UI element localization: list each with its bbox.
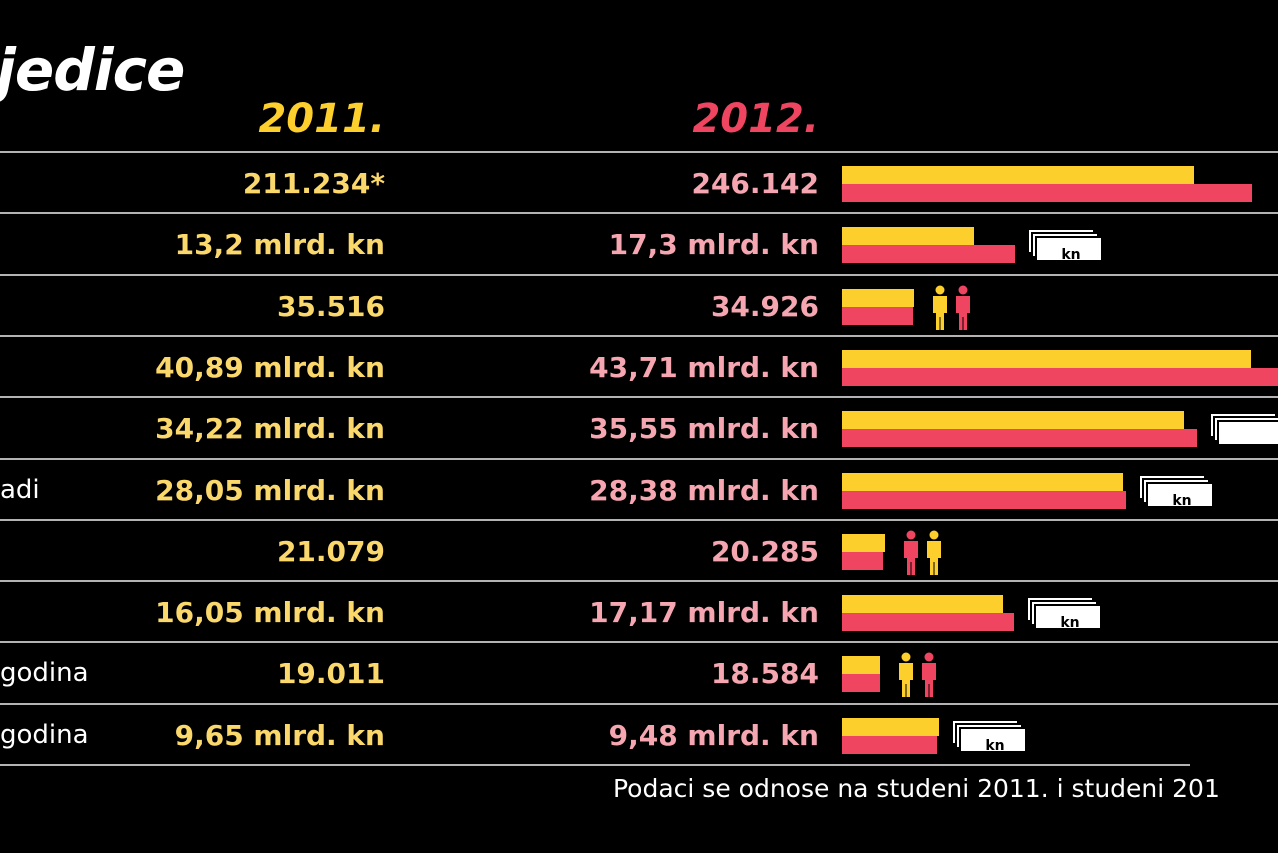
banknote-shape [1217,420,1278,446]
value-2012: 20.285 [710,535,819,568]
row-label: adi [0,475,40,505]
person-head [958,285,968,295]
people-icon [899,652,936,697]
person-head [906,530,916,540]
row-label: godina [0,658,89,688]
bar-2011 [842,166,1194,184]
row-divider [0,335,1278,337]
table-row: 40,89 mlrd. kn 43,71 mlrd. kn [0,337,1278,398]
banknote-label: kn [1060,615,1079,631]
value-2011: 9,65 mlrd. kn [174,719,385,752]
row-divider [0,151,1278,153]
bar-2012 [842,674,880,692]
banknote-shape [1035,236,1103,262]
value-2011: 211.234* [242,167,385,200]
value-2011: 21.079 [276,535,385,568]
row-divider [0,274,1278,276]
bar-2011 [842,473,1123,491]
bar-2012 [842,307,913,325]
value-2012: 28,38 mlrd. kn [589,474,819,507]
bar-2012 [842,429,1197,447]
banknote-label: kn [1172,493,1191,509]
bar-2012 [842,184,1252,202]
value-2012: 18.584 [710,657,819,690]
banknote-shape [1034,604,1102,630]
person-body [922,663,936,697]
person-head [924,652,934,662]
table-row: godina 9,65 mlrd. kn 9,48 mlrd. kn kn [0,705,1278,766]
banknotes-icon: kn [1138,474,1214,509]
table-bottom-divider [0,764,1190,766]
row-label: godina [0,720,89,750]
people-icon [904,530,941,575]
bar-2011 [842,350,1251,368]
table-row: 34,22 mlrd. kn 35,55 mlrd. kn [0,398,1278,459]
row-divider [0,641,1278,643]
banknote-label: kn [1061,247,1080,263]
table-row: 13,2 mlrd. kn 17,3 mlrd. kn kn [0,214,1278,275]
value-2011: 16,05 mlrd. kn [155,596,385,629]
value-2012: 17,17 mlrd. kn [589,596,819,629]
bar-2011 [842,411,1184,429]
person-body [904,541,918,575]
bar-2012 [842,736,937,754]
value-2012: 35,55 mlrd. kn [589,412,819,445]
bar-2011 [842,595,1003,613]
bar-2011 [842,718,939,736]
banknotes-icon: kn [951,719,1027,754]
table-row: 21.079 20.285 [0,521,1278,582]
value-2012: 17,3 mlrd. kn [608,228,819,261]
banknotes-icon [1209,412,1278,446]
value-2011: 35.516 [276,290,385,323]
row-divider [0,703,1278,705]
banknotes-icon: kn [1026,596,1102,631]
bar-2011 [842,534,885,552]
people-icon [933,285,970,330]
chart-title: jedice [0,36,185,104]
row-divider [0,212,1278,214]
table-row: godina 19.011 18.584 [0,643,1278,704]
banknote-shape [959,727,1027,753]
person-body [927,541,941,575]
footnote: Podaci se odnose na studeni 2011. i stud… [613,774,1220,803]
year-header-2012: 2012. [692,96,819,142]
row-divider [0,580,1278,582]
person-body [933,296,947,330]
value-2011: 34,22 mlrd. kn [155,412,385,445]
person-head [901,652,911,662]
banknote-label: kn [985,738,1004,754]
bar-2012 [842,613,1014,631]
value-2012: 34.926 [710,290,819,323]
value-2012: 43,71 mlrd. kn [589,351,819,384]
year-header-2011: 2011. [258,96,385,142]
bar-2012 [842,245,1015,263]
value-2011: 40,89 mlrd. kn [155,351,385,384]
value-2011: 13,2 mlrd. kn [174,228,385,261]
table-row: 35.516 34.926 [0,276,1278,337]
banknote-shape [1146,482,1214,508]
person-body [899,663,913,697]
table-row: 16,05 mlrd. kn 17,17 mlrd. kn kn [0,582,1278,643]
bar-2011 [842,289,914,307]
bar-2011 [842,656,880,674]
value-2012: 9,48 mlrd. kn [608,719,819,752]
bar-2012 [842,368,1278,386]
person-head [935,285,945,295]
bar-2012 [842,552,883,570]
table-row: adi 28,05 mlrd. kn 28,38 mlrd. kn kn [0,460,1278,521]
person-body [956,296,970,330]
value-2011: 28,05 mlrd. kn [155,474,385,507]
banknotes-icon: kn [1027,228,1103,263]
value-2011: 19.011 [276,657,385,690]
bar-2011 [842,227,974,245]
row-divider [0,396,1278,398]
row-divider [0,519,1278,521]
row-divider [0,458,1278,460]
bar-2012 [842,491,1126,509]
value-2012: 246.142 [691,167,819,200]
person-head [929,530,939,540]
table-row: 211.234* 246.142 [0,153,1278,214]
